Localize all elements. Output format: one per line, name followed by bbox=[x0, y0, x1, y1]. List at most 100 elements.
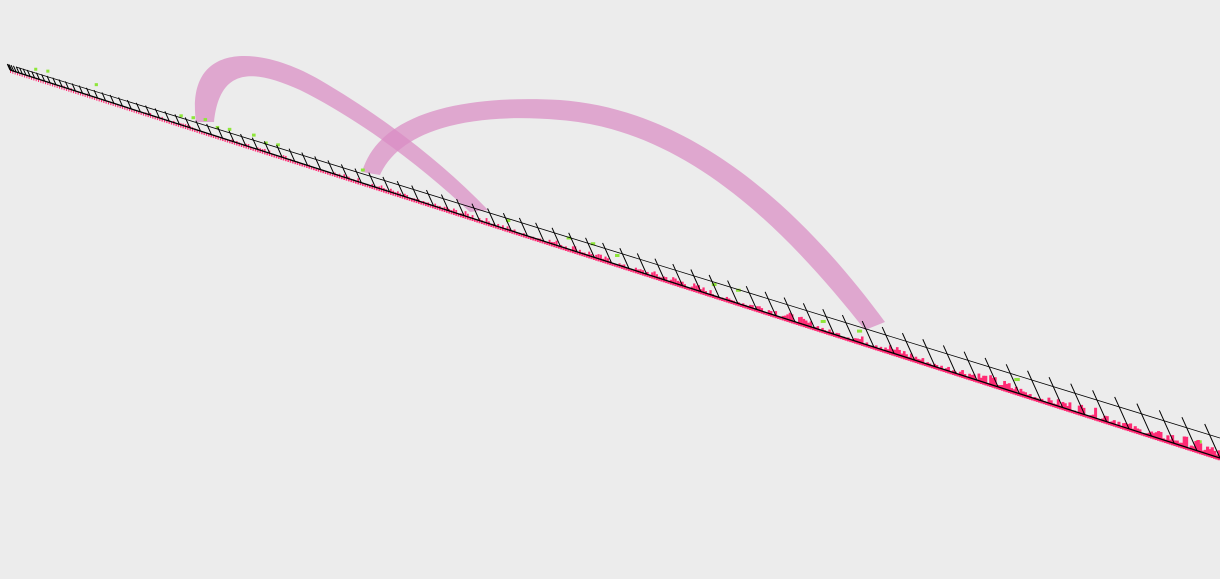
signal-bar-pink bbox=[275, 155, 278, 159]
signal-bar-pink bbox=[541, 239, 544, 244]
signal-bar-pink bbox=[1208, 449, 1212, 458]
signal-bar-pink bbox=[1133, 426, 1137, 434]
signal-bar-pink bbox=[849, 339, 852, 343]
signal-bar-pink bbox=[196, 129, 198, 133]
signal-bar-pink bbox=[296, 161, 299, 165]
signal-bar-pink bbox=[327, 171, 329, 175]
signal-bar-pink bbox=[597, 254, 600, 262]
signal-bar-pink bbox=[599, 254, 602, 263]
signal-mark-green bbox=[736, 288, 741, 292]
signal-bar-pink bbox=[366, 183, 369, 188]
signal-bar-pink bbox=[1061, 401, 1065, 411]
signal-bar-pink bbox=[324, 171, 327, 174]
signal-bar-pink bbox=[1035, 398, 1039, 402]
axis-tick bbox=[636, 253, 648, 275]
signal-bar-pink bbox=[867, 345, 871, 349]
axis-tick bbox=[251, 137, 259, 150]
signal-bar-pink bbox=[320, 170, 322, 173]
signal-bar-pink bbox=[832, 334, 836, 337]
signal-bar-pink bbox=[534, 238, 537, 242]
signal-bar-pink bbox=[240, 143, 243, 148]
signal-bar-pink bbox=[800, 316, 803, 327]
signal-bar-pink bbox=[292, 161, 294, 164]
axis-tick bbox=[922, 339, 936, 367]
axis-tick bbox=[535, 222, 545, 242]
signal-bar-pink bbox=[411, 198, 413, 202]
signal-bar-pink bbox=[1157, 431, 1161, 441]
signal-mark-green bbox=[590, 242, 596, 246]
axis-tick bbox=[963, 351, 978, 381]
signal-bar-pink bbox=[350, 178, 353, 183]
signal-bar-pink bbox=[362, 183, 364, 186]
signal-bar-pink bbox=[499, 226, 502, 230]
signal-bar-pink bbox=[1056, 399, 1060, 409]
signal-bar-pink bbox=[336, 174, 338, 178]
axis-tick bbox=[26, 69, 31, 77]
axis-tick bbox=[764, 291, 777, 316]
axis-tick bbox=[396, 181, 405, 197]
signal-bar-pink bbox=[1154, 432, 1158, 441]
axis-tick bbox=[1181, 416, 1198, 451]
signal-bar-pink bbox=[693, 283, 696, 293]
signal-bar-pink bbox=[870, 345, 873, 349]
signal-mark-green bbox=[566, 236, 571, 240]
signal-bar-pink bbox=[947, 366, 950, 374]
signal-bar-pink bbox=[844, 337, 848, 341]
signal-mark-green bbox=[276, 143, 280, 147]
signal-bar-pink bbox=[795, 322, 799, 325]
signal-bar-pink bbox=[1140, 433, 1144, 436]
signal-mark-green bbox=[615, 254, 620, 257]
signal-bar-pink bbox=[1014, 386, 1018, 396]
signal-bar-pink bbox=[986, 383, 990, 387]
axis-tick bbox=[502, 212, 512, 231]
signal-bar-pink bbox=[592, 256, 595, 260]
signal-bar-pink bbox=[175, 123, 177, 127]
signal-bar-pink bbox=[30, 77, 33, 80]
signal-bar-pink bbox=[317, 168, 320, 172]
signal-bar-pink bbox=[812, 328, 815, 331]
signal-bar-pink bbox=[459, 213, 462, 218]
signal-bar-pink bbox=[142, 112, 145, 116]
signal-bar-pink bbox=[61, 85, 63, 90]
signal-mark-green bbox=[227, 127, 232, 131]
signal-bar-pink bbox=[1166, 435, 1170, 444]
axis-tick bbox=[456, 198, 465, 216]
signal-bar-pink bbox=[205, 133, 208, 136]
signal-bar-pink bbox=[1199, 443, 1203, 455]
signal-bar-pink bbox=[581, 252, 584, 257]
signal-bar-pink bbox=[278, 156, 280, 159]
axis-tick bbox=[101, 92, 107, 101]
signal-bar-pink bbox=[140, 112, 142, 115]
axis-tick bbox=[568, 232, 578, 253]
axis-tick bbox=[727, 280, 739, 304]
axis-tick bbox=[340, 164, 349, 179]
signal-bar-pink bbox=[431, 206, 434, 209]
signal-bar-pink bbox=[942, 369, 946, 373]
axis-tick bbox=[585, 237, 595, 258]
signal-bar-pink bbox=[12, 71, 14, 74]
signal-bar-pink bbox=[56, 85, 58, 88]
signal-bar-pink bbox=[518, 232, 521, 236]
signal-bar-pink bbox=[571, 246, 574, 254]
signal-bar-pink bbox=[793, 320, 796, 325]
signal-bar-pink bbox=[203, 132, 205, 136]
signal-bar-pink bbox=[355, 181, 357, 184]
signal-bar-pink bbox=[33, 77, 35, 81]
signal-bar-pink bbox=[653, 271, 656, 280]
signal-mark-green bbox=[191, 116, 195, 120]
signal-bar-pink bbox=[217, 135, 219, 140]
signal-bar-pink bbox=[1038, 400, 1042, 403]
signal-bar-pink bbox=[714, 295, 717, 299]
signal-bar-pink bbox=[1017, 392, 1020, 396]
axis-tick bbox=[228, 130, 235, 143]
axis-tick bbox=[426, 189, 435, 207]
axis-tick bbox=[195, 120, 201, 132]
signal-bar-pink bbox=[753, 308, 757, 312]
signal-bar-pink bbox=[923, 363, 927, 367]
signal-bar-pink bbox=[567, 249, 570, 252]
signal-bar-pink bbox=[1124, 422, 1128, 431]
signal-bar-pink bbox=[194, 128, 196, 133]
signal-bar-pink bbox=[252, 148, 254, 151]
